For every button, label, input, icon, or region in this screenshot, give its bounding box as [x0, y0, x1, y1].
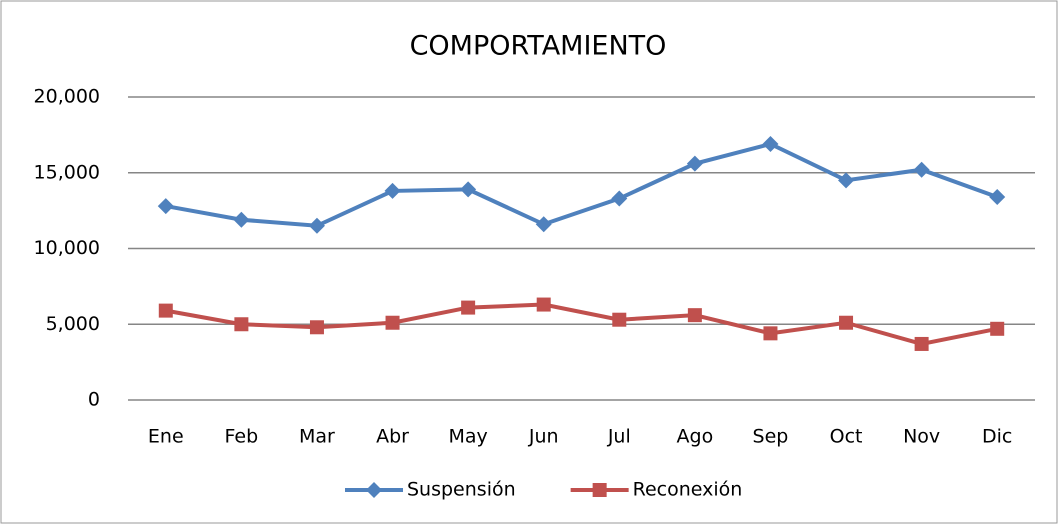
marker [535, 216, 552, 233]
legend-label: Reconexión [633, 479, 743, 501]
x-tick-label: Jun [528, 426, 559, 448]
chart-title: COMPORTAMIENTO [410, 31, 667, 62]
x-tick-label: Feb [225, 426, 259, 448]
x-tick-label: Mar [299, 426, 335, 448]
marker [234, 317, 249, 332]
marker [612, 312, 627, 327]
marker [308, 217, 325, 234]
marker [914, 336, 929, 351]
y-tick-label: 0 [88, 389, 100, 411]
marker [366, 482, 382, 498]
series-line [165, 302, 998, 347]
marker [687, 308, 702, 323]
y-tick-label: 5,000 [46, 313, 100, 335]
marker [686, 155, 703, 172]
x-tick-label: Nov [903, 426, 940, 448]
marker [763, 326, 778, 341]
marker [385, 315, 400, 330]
marker [838, 172, 855, 189]
y-tick-label: 15,000 [34, 161, 100, 183]
series-line [165, 141, 998, 228]
marker [913, 161, 930, 178]
x-tick-label: Abr [376, 426, 409, 448]
x-tick-label: Ene [148, 426, 184, 448]
marker [839, 315, 854, 330]
x-tick-label: Oct [830, 426, 863, 448]
marker [611, 190, 628, 207]
y-tick-label: 20,000 [34, 86, 100, 108]
marker [384, 182, 401, 199]
marker [989, 188, 1006, 205]
y-tick-label: 10,000 [34, 237, 100, 259]
marker [762, 135, 779, 152]
x-tick-label: May [448, 426, 487, 448]
x-tick-label: Jul [607, 426, 631, 448]
legend-label: Suspensión [407, 479, 516, 501]
marker [592, 483, 607, 497]
x-tick-label: Dic [982, 426, 1012, 448]
x-tick-label: Ago [677, 426, 714, 448]
marker [460, 181, 477, 198]
marker [461, 300, 476, 315]
marker [157, 198, 174, 215]
marker [536, 297, 551, 312]
x-tick-label: Sep [753, 426, 789, 448]
marker [990, 321, 1005, 336]
marker [233, 211, 250, 228]
marker [309, 320, 324, 335]
marker [158, 303, 173, 318]
